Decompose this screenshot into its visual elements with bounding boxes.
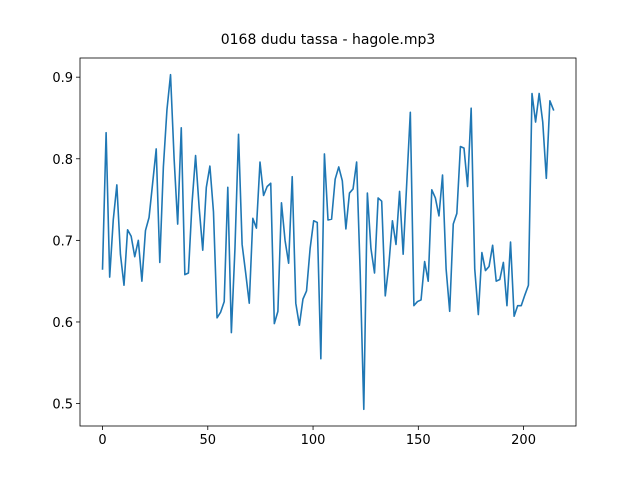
y-tick-label: 0.9	[52, 71, 73, 86]
x-tick-label: 50	[200, 433, 217, 448]
y-tick-label: 0.6	[52, 316, 73, 331]
x-tick-label: 0	[98, 433, 106, 448]
data-line	[101, 73, 555, 411]
y-tick-label: 0.8	[52, 153, 73, 168]
x-tick-label: 200	[511, 433, 536, 448]
chart-title: 0168 dudu tassa - hagole.mp3	[221, 32, 436, 48]
x-tick-label: 100	[301, 433, 326, 448]
y-tick-label: 0.5	[52, 398, 73, 413]
axes-frame	[79, 57, 577, 427]
y-tick-label: 0.7	[52, 234, 73, 249]
x-tick-label: 150	[406, 433, 431, 448]
